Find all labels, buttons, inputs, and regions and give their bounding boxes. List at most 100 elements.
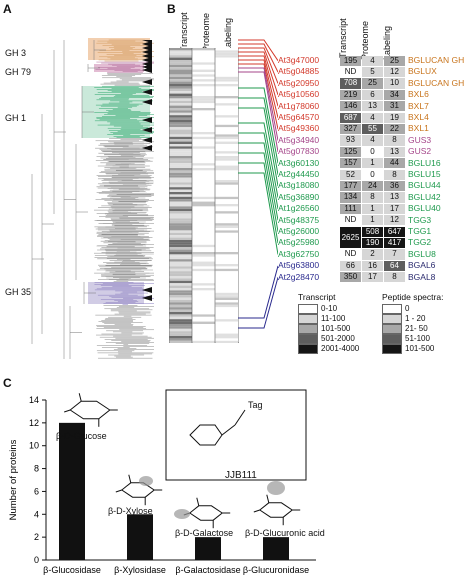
value-cell-transcript: 195	[340, 55, 361, 66]
clade-label-gh35: GH 35	[5, 287, 32, 297]
gene-id: At5g63800	[278, 260, 320, 271]
gene-id: At5g20950	[278, 77, 320, 88]
connector-line	[238, 51, 278, 96]
gene-id: At5g04885	[278, 66, 320, 77]
glucose-structure	[64, 393, 118, 427]
clade-box-gh79	[94, 64, 144, 72]
value-cell-proteome: 17	[362, 272, 383, 283]
panel-a-label: A	[3, 2, 12, 16]
probe-box	[165, 389, 307, 481]
gene-id: At2g28470	[278, 271, 320, 282]
gene-name: BGLU15	[408, 169, 441, 179]
value-cell-labeling: 22	[384, 123, 405, 135]
gene-name: TGG3	[408, 214, 432, 225]
y-tick-label: 4	[34, 509, 39, 519]
gene-name: GUS2	[408, 146, 432, 157]
value-cell-transcript: 157	[340, 158, 361, 169]
legend-item: 0-10	[298, 304, 359, 314]
y-tick-label: 8	[34, 464, 39, 474]
category-label: β-Galactosidase	[175, 565, 240, 575]
xylose-highlight	[139, 476, 153, 486]
value-cell-proteome: 8	[362, 192, 383, 203]
gene-name: BGLUX	[408, 66, 437, 77]
gene-arrow	[142, 67, 152, 73]
gene-name: BGLU16	[408, 157, 441, 168]
gene-name: BXL7	[408, 100, 429, 111]
value-cell-transcript: 111	[340, 203, 361, 215]
substrate-label-xylose: β-D-Xylose	[108, 506, 153, 516]
gene-arrow	[142, 53, 152, 59]
value-cell-labeling: 417	[384, 237, 405, 249]
value-cell-transcript: 52	[340, 169, 361, 180]
legend-item: 2001-4000	[298, 344, 359, 355]
value-cell-transcript: ND	[344, 215, 357, 225]
connector-line	[238, 47, 278, 84]
value-cell-proteome: 4	[362, 112, 383, 123]
legend-item: 0	[382, 304, 434, 314]
connector-line	[238, 67, 278, 141]
gene-arrow	[142, 41, 152, 47]
value-cell-transcript: 350	[340, 272, 361, 283]
value-cell-labeling: 19	[384, 112, 405, 123]
substrate-label-glucose: β-D-Glucose	[56, 431, 107, 441]
connector-line	[238, 172, 278, 255]
category-label: β-Glucuronidase	[243, 565, 309, 575]
connector-line	[238, 277, 278, 329]
connector-line	[238, 59, 278, 118]
gene-name: BGAL8	[408, 271, 436, 282]
phylogenetic-tree	[31, 38, 154, 359]
legend-label: 501-2000	[321, 334, 355, 344]
gene-arrow	[142, 145, 152, 151]
connector-line	[238, 142, 278, 221]
connector-line	[238, 87, 278, 164]
gene-name: BGLUCAN GH	[408, 77, 465, 88]
category-label: β-Glucosidase	[43, 565, 101, 575]
value-cell-labeling: 64	[384, 260, 405, 272]
value-cell-proteome: 1	[362, 203, 383, 215]
gene-id: At2g44450	[278, 169, 320, 179]
gene-name: TGG1	[408, 226, 432, 236]
value-cell-proteome: 0	[362, 169, 383, 180]
value-cell-labeling: 17	[384, 203, 405, 215]
legend-swatch	[298, 314, 318, 325]
legend-swatch	[382, 314, 402, 325]
value-cell-labeling: 31	[384, 101, 405, 112]
gene-arrow	[142, 49, 152, 55]
legend-transcript-title: Transcript	[298, 292, 336, 302]
value-cell-labeling: 8	[384, 135, 405, 146]
gene-id: At5g10560	[278, 89, 320, 100]
connector-line	[238, 63, 278, 130]
y-tick-label: 10	[29, 441, 39, 451]
legend-label: 1 - 20	[405, 314, 426, 324]
value-cell-transcript: 687	[340, 112, 361, 123]
connector-line	[238, 71, 278, 152]
value-cell-transcript: 177	[340, 180, 361, 192]
probe-tag: Tag	[248, 400, 263, 410]
gene-id: At5g49360	[278, 123, 320, 134]
legend-swatch	[298, 304, 318, 314]
value-cell-transcript: 134	[340, 192, 361, 203]
gene-arrow	[142, 89, 152, 95]
gene-name: TGG2	[408, 237, 432, 248]
legend-swatch	[382, 334, 402, 345]
substrate-label-glucuronic: β-D-Glucuronic acid	[245, 528, 325, 538]
bar-chart: 0 2 4 6 8 10 12 14 Number of proteins β-Glucosida…	[8, 389, 316, 575]
probe-structure	[189, 409, 246, 446]
value-cell-transcript: ND	[344, 66, 357, 76]
clade-label-gh79: GH 79	[5, 67, 32, 77]
gene-name: BXL4	[408, 112, 429, 122]
legend-peptide-title: Peptide spectra:	[382, 292, 444, 302]
legend-item: 501-2000	[298, 334, 359, 345]
value-cell-labeling: 13	[384, 192, 405, 203]
legend-swatch	[382, 324, 402, 335]
value-cell-proteome: 13	[362, 101, 383, 112]
connector-line	[238, 162, 278, 244]
bar-xylosidase	[127, 514, 153, 560]
value-cell-labeling: 34	[384, 89, 405, 101]
gene-arrow	[142, 45, 152, 51]
y-tick-label: 12	[29, 418, 39, 428]
gene-table: At3g47000 195 4 25 BGLUCAN GH At5g04885 ND 5 12 B…	[278, 55, 474, 295]
value-cell-labeling: 12	[384, 66, 405, 78]
gene-name: BGLU44	[408, 180, 441, 191]
